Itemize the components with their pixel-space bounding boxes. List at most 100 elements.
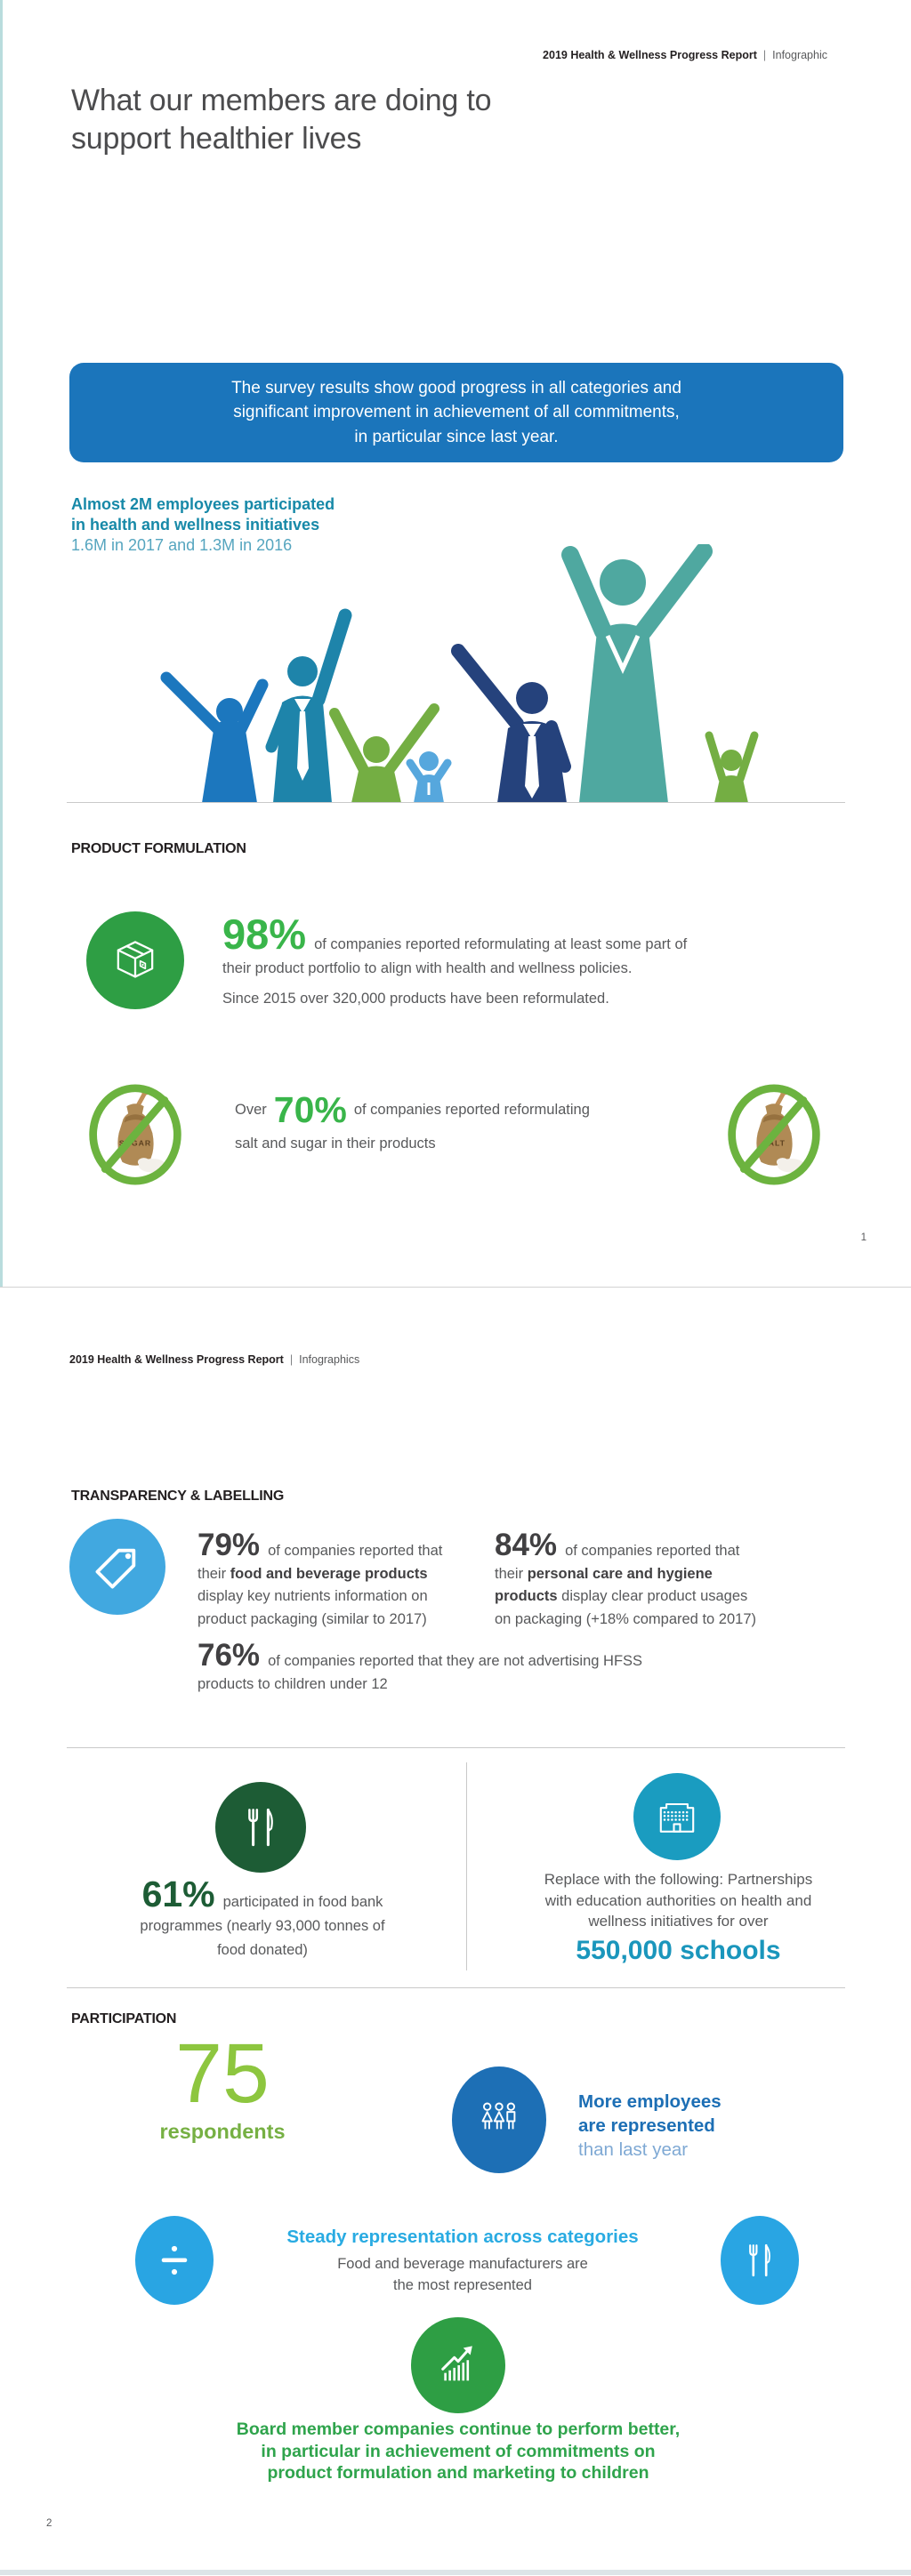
figure-big-teal-woman bbox=[561, 544, 713, 803]
price-tag-icon bbox=[95, 1548, 136, 1589]
figure-teal-man bbox=[265, 608, 352, 803]
employees-bold-line1: Almost 2M employees participated bbox=[71, 495, 335, 513]
stat-98-line1: of companies reported reformulating at l… bbox=[314, 936, 688, 952]
stat-79-line2-pre: their bbox=[198, 1565, 230, 1582]
stat-70-line2: salt and sugar in their products bbox=[235, 1136, 436, 1152]
people-group-icon bbox=[481, 2102, 516, 2130]
figure-blue-woman bbox=[160, 671, 269, 803]
no-salt-icon: SALT bbox=[728, 1084, 820, 1185]
stat-84: 84% of companies reported that their pers… bbox=[495, 1529, 806, 1631]
section-divider bbox=[67, 1747, 845, 1748]
stat-98-value: 98% bbox=[222, 911, 307, 958]
foodbank-line3: food donated) bbox=[217, 1942, 308, 1958]
employees-callout: Almost 2M employees participated in heal… bbox=[71, 494, 335, 556]
stat-98-line3: Since 2015 over 320,000 products have be… bbox=[222, 991, 609, 1007]
stat-84-line4: on packaging (+18% compared to 2017) bbox=[495, 1610, 756, 1627]
page1-header: 2019 Health & Wellness Progress Report | I… bbox=[543, 49, 827, 61]
employees-sub-line: 1.6M in 2017 and 1.3M in 2016 bbox=[71, 536, 293, 554]
header-separator: | bbox=[762, 49, 767, 61]
page-title-line2: support healthier lives bbox=[71, 122, 362, 156]
stat-70-line1: of companies reported reformulating bbox=[353, 1102, 590, 1118]
growth-circle bbox=[411, 2317, 505, 2413]
report-title: 2019 Health & Wellness Progress Report bbox=[69, 1353, 284, 1366]
stat-79-line4: product packaging (similar to 2017) bbox=[198, 1610, 427, 1627]
stat-98-line2: their product portfolio to align with he… bbox=[222, 960, 633, 976]
stat-76-value: 76% bbox=[198, 1638, 261, 1673]
division-icon bbox=[161, 2245, 188, 2275]
package-box-icon bbox=[117, 941, 154, 978]
report-subtitle: Infographic bbox=[772, 49, 827, 61]
steady-sub-line2: the most represented bbox=[393, 2277, 532, 2293]
header-separator: | bbox=[289, 1353, 294, 1366]
more-employees-text: More employees are represented than last… bbox=[578, 2090, 722, 2162]
page-2: 2019 Health & Wellness Progress Report | I… bbox=[0, 1288, 911, 2575]
school-building-icon bbox=[659, 1802, 695, 1833]
board-performance-text: Board member companies continue to perfo… bbox=[169, 2419, 747, 2484]
package-circle bbox=[86, 911, 184, 1009]
figure-green-kid bbox=[705, 731, 759, 803]
page1-number: 1 bbox=[860, 1232, 867, 1243]
fork-knife-icon bbox=[248, 1808, 273, 1847]
report-subtitle: Infographics bbox=[299, 1353, 360, 1366]
board-line1: Board member companies continue to perfo… bbox=[236, 2420, 681, 2439]
product-formulation-heading: PRODUCT FORMULATION bbox=[71, 841, 246, 856]
stat-84-value: 84% bbox=[495, 1528, 558, 1562]
page-title-line1: What our members are doing to bbox=[71, 84, 492, 117]
growth-chart-icon bbox=[441, 2346, 472, 2381]
employees-bold-line2: in health and wellness initiatives bbox=[71, 516, 320, 534]
more-employees-line2: are represented bbox=[578, 2115, 715, 2136]
schools-line2: with education authorities on health and bbox=[544, 1891, 812, 1909]
sugar-bag-label: SUGAR bbox=[119, 1139, 151, 1148]
salt-bag-label: SALT bbox=[762, 1139, 786, 1148]
employees-circle bbox=[452, 2066, 546, 2173]
schools-circle bbox=[633, 1773, 721, 1860]
steady-bold-line: Steady representation across categories bbox=[286, 2227, 639, 2247]
report-title: 2019 Health & Wellness Progress Report bbox=[543, 49, 757, 61]
stat-84-line2-pre: their bbox=[495, 1565, 528, 1582]
stat-79: 79% of companies reported that their food… bbox=[198, 1529, 473, 1631]
stat-84-line3-bold: products bbox=[495, 1588, 562, 1604]
schools-value: 550,000 schools bbox=[576, 1935, 781, 1965]
stat-79-line3: display key nutrients information on bbox=[198, 1588, 428, 1604]
more-employees-line3: than last year bbox=[578, 2139, 689, 2160]
page-title: What our members are doing to support he… bbox=[71, 82, 694, 158]
figure-lightblue-kid bbox=[406, 751, 452, 803]
column-divider bbox=[466, 1762, 467, 1970]
stat-84-line2-bold: personal care and hygiene bbox=[527, 1565, 713, 1582]
section-divider bbox=[67, 802, 845, 803]
stat-76-line2: products to children under 12 bbox=[198, 1675, 388, 1692]
stat-76-line1: of companies reported that they are not … bbox=[268, 1653, 643, 1669]
foodbank-line2: programmes (nearly 93,000 tonnes of bbox=[140, 1918, 385, 1934]
board-line2: in particular in achievement of commitme… bbox=[261, 2441, 656, 2461]
page2-header: 2019 Health & Wellness Progress Report | I… bbox=[69, 1353, 359, 1366]
schools-stat: Replace with the following: Partnerships… bbox=[507, 1869, 850, 1965]
banner-line3: in particular since last year. bbox=[354, 427, 559, 446]
stat-70-prefix: Over bbox=[235, 1102, 267, 1118]
stat-84-line1: of companies reported that bbox=[565, 1543, 740, 1559]
stat-79-line1: of companies reported that bbox=[268, 1543, 443, 1559]
tag-circle bbox=[69, 1519, 165, 1615]
summary-banner: The survey results show good progress in… bbox=[69, 363, 843, 462]
board-line3: product formulation and marketing to chi… bbox=[267, 2463, 649, 2483]
steady-representation-text: Steady representation across categories … bbox=[258, 2227, 667, 2296]
foodbank-value: 61% bbox=[141, 1874, 215, 1914]
banner-line1: The survey results show good progress in… bbox=[231, 378, 681, 397]
stat-70: Over 70% of companies reported reformula… bbox=[235, 1092, 733, 1156]
steady-sub-line1: Food and beverage manufacturers are bbox=[337, 2256, 588, 2272]
schools-line1: Replace with the following: Partnerships bbox=[544, 1871, 813, 1888]
division-circle bbox=[135, 2216, 214, 2305]
respondents-stat: 75 respondents bbox=[98, 2029, 347, 2144]
page-1: 2019 Health & Wellness Progress Report | I… bbox=[0, 0, 911, 1288]
respondents-value: 75 bbox=[175, 2026, 270, 2121]
transparency-heading: TRANSPARENCY & LABELLING bbox=[71, 1489, 285, 1504]
foodbank-circle bbox=[215, 1782, 306, 1873]
celebrating-people-illustration bbox=[160, 544, 759, 803]
stat-70-value: 70% bbox=[273, 1089, 347, 1130]
stat-76: 76% of companies reported that they are n… bbox=[198, 1640, 731, 1696]
figure-green-person bbox=[329, 703, 439, 803]
no-sugar-icon: SUGAR bbox=[89, 1084, 181, 1185]
page2-number: 2 bbox=[46, 2518, 52, 2529]
foodbank-line1: participated in food bank bbox=[222, 1894, 383, 1910]
stat-79-value: 79% bbox=[198, 1528, 261, 1562]
banner-line2: significant improvement in achievement o… bbox=[233, 403, 680, 422]
